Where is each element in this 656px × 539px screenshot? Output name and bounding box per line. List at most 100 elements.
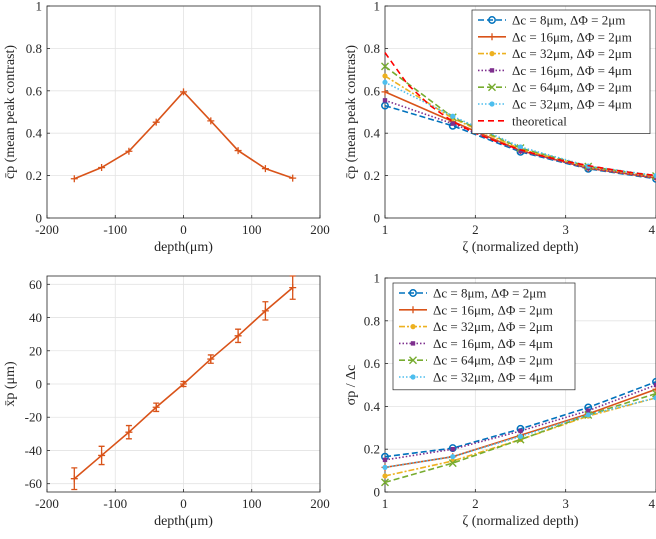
data-point xyxy=(653,395,656,401)
legend-marker xyxy=(410,374,416,380)
data-point xyxy=(448,459,457,468)
y-tick-label: 0.2 xyxy=(364,168,380,183)
data-point xyxy=(289,284,297,292)
x-tick-label: 2 xyxy=(472,496,479,511)
data-point xyxy=(652,385,656,393)
series-7 xyxy=(384,52,656,177)
data-point xyxy=(450,121,455,126)
x-tick-label: 100 xyxy=(242,222,262,237)
y-tick-label: 1 xyxy=(374,271,381,286)
y-axis-label: c̄p (mean peak contrast) xyxy=(3,45,18,179)
x-axis-label: depth(μm) xyxy=(154,514,213,529)
legend-marker xyxy=(409,306,417,314)
y-tick-label: 0.6 xyxy=(364,83,381,98)
series-1 xyxy=(70,88,297,183)
data-point xyxy=(450,447,455,452)
legend-marker xyxy=(410,341,416,346)
data-point xyxy=(518,149,523,154)
legend-label: Δc = 8μm, ΔΦ = 2μm xyxy=(512,13,625,28)
legend-marker xyxy=(489,68,495,73)
data-point xyxy=(125,428,133,436)
y-tick-label: -20 xyxy=(25,410,42,425)
data-point xyxy=(382,98,388,103)
data-point xyxy=(382,457,388,463)
legend-label: theoretical xyxy=(512,113,567,128)
data-point xyxy=(517,144,524,150)
legend-marker xyxy=(488,83,496,92)
legend-marker xyxy=(488,33,496,41)
y-tick-label: 0.2 xyxy=(364,442,380,457)
chart-panel-1: -200 -100 0 100 200 0 0.2 0.4 0.6 0.8 1 depth(μm) c̄… xyxy=(3,0,330,255)
y-tick-label: 0.4 xyxy=(364,399,381,414)
y-tick-label: 0 xyxy=(36,377,43,392)
data-point xyxy=(70,175,78,183)
chart-panel-4: 1 2 3 4 0 0.2 0.4 0.6 0.8 1 ζ (normalized depth) σp… xyxy=(344,271,656,529)
legend-label: Δc = 8μm, ΔΦ = 2μm xyxy=(433,286,546,301)
series-5 xyxy=(381,389,656,487)
legend-label: Δc = 16μm, ΔΦ = 4μm xyxy=(512,63,632,78)
y-axis-label: σp / Δc xyxy=(344,365,359,406)
data-point xyxy=(450,113,456,119)
series-6 xyxy=(382,395,656,470)
x-tick-label: -200 xyxy=(35,222,59,237)
data-point xyxy=(98,164,106,172)
y-axis-label: x̄p (μm) xyxy=(3,361,18,407)
series-4 xyxy=(382,382,656,463)
legend-marker xyxy=(409,356,417,365)
x-tick-label: 1 xyxy=(382,496,389,511)
y-tick-label: 0 xyxy=(374,485,381,500)
y-tick-label: 60 xyxy=(29,277,42,292)
legend-marker xyxy=(488,16,496,24)
axes-frame xyxy=(384,5,656,219)
x-tick-label: 200 xyxy=(310,222,330,237)
series-2 xyxy=(381,385,656,471)
legend-label: Δc = 32μm, ΔΦ = 4μm xyxy=(512,97,632,112)
data-point xyxy=(382,79,388,85)
legend-box xyxy=(392,282,576,391)
y-axis-label: c̄p (mean peak contrast) xyxy=(344,45,359,179)
data-point xyxy=(234,147,242,155)
y-tick-label: 40 xyxy=(29,310,42,325)
series-line xyxy=(384,392,656,484)
y-tick-label: 0.8 xyxy=(26,41,42,56)
data-point xyxy=(652,172,656,181)
data-point xyxy=(653,173,656,179)
y-tick-label: 0 xyxy=(374,211,381,226)
series-line xyxy=(384,397,656,469)
legend-label: Δc = 16μm, ΔΦ = 2μm xyxy=(433,302,553,317)
axes-frame xyxy=(384,277,656,493)
y-tick-label: 0.4 xyxy=(364,126,381,141)
data-point xyxy=(381,62,389,71)
series-1 xyxy=(70,275,297,491)
x-tick-label: 4 xyxy=(649,496,656,511)
y-tick-label: 0.8 xyxy=(364,313,380,328)
x-axis-label: depth(μm) xyxy=(154,240,213,255)
data-point xyxy=(450,454,456,460)
data-point xyxy=(382,464,388,470)
y-tick-label: 0.2 xyxy=(26,168,42,183)
data-point xyxy=(289,174,297,182)
data-point xyxy=(586,408,591,413)
data-point xyxy=(652,389,656,398)
x-tick-label: 100 xyxy=(242,496,262,511)
data-point xyxy=(381,478,389,487)
data-point xyxy=(70,475,78,483)
x-tick-label: 0 xyxy=(180,222,187,237)
series-line xyxy=(384,384,656,461)
x-tick-label: 2 xyxy=(472,222,479,237)
data-point xyxy=(653,382,656,388)
x-axis-label: ζ (normalized depth) xyxy=(462,514,579,529)
legend-marker xyxy=(489,101,495,107)
series-line xyxy=(384,52,656,177)
data-point xyxy=(180,380,187,388)
y-tick-label: 0.6 xyxy=(26,83,43,98)
data-point xyxy=(207,117,215,125)
data-point xyxy=(125,147,133,155)
x-tick-label: 4 xyxy=(649,222,656,237)
x-axis-label: ζ (normalized depth) xyxy=(462,240,579,255)
data-point xyxy=(180,88,187,96)
x-tick-label: -200 xyxy=(35,496,59,511)
data-point xyxy=(207,355,215,363)
